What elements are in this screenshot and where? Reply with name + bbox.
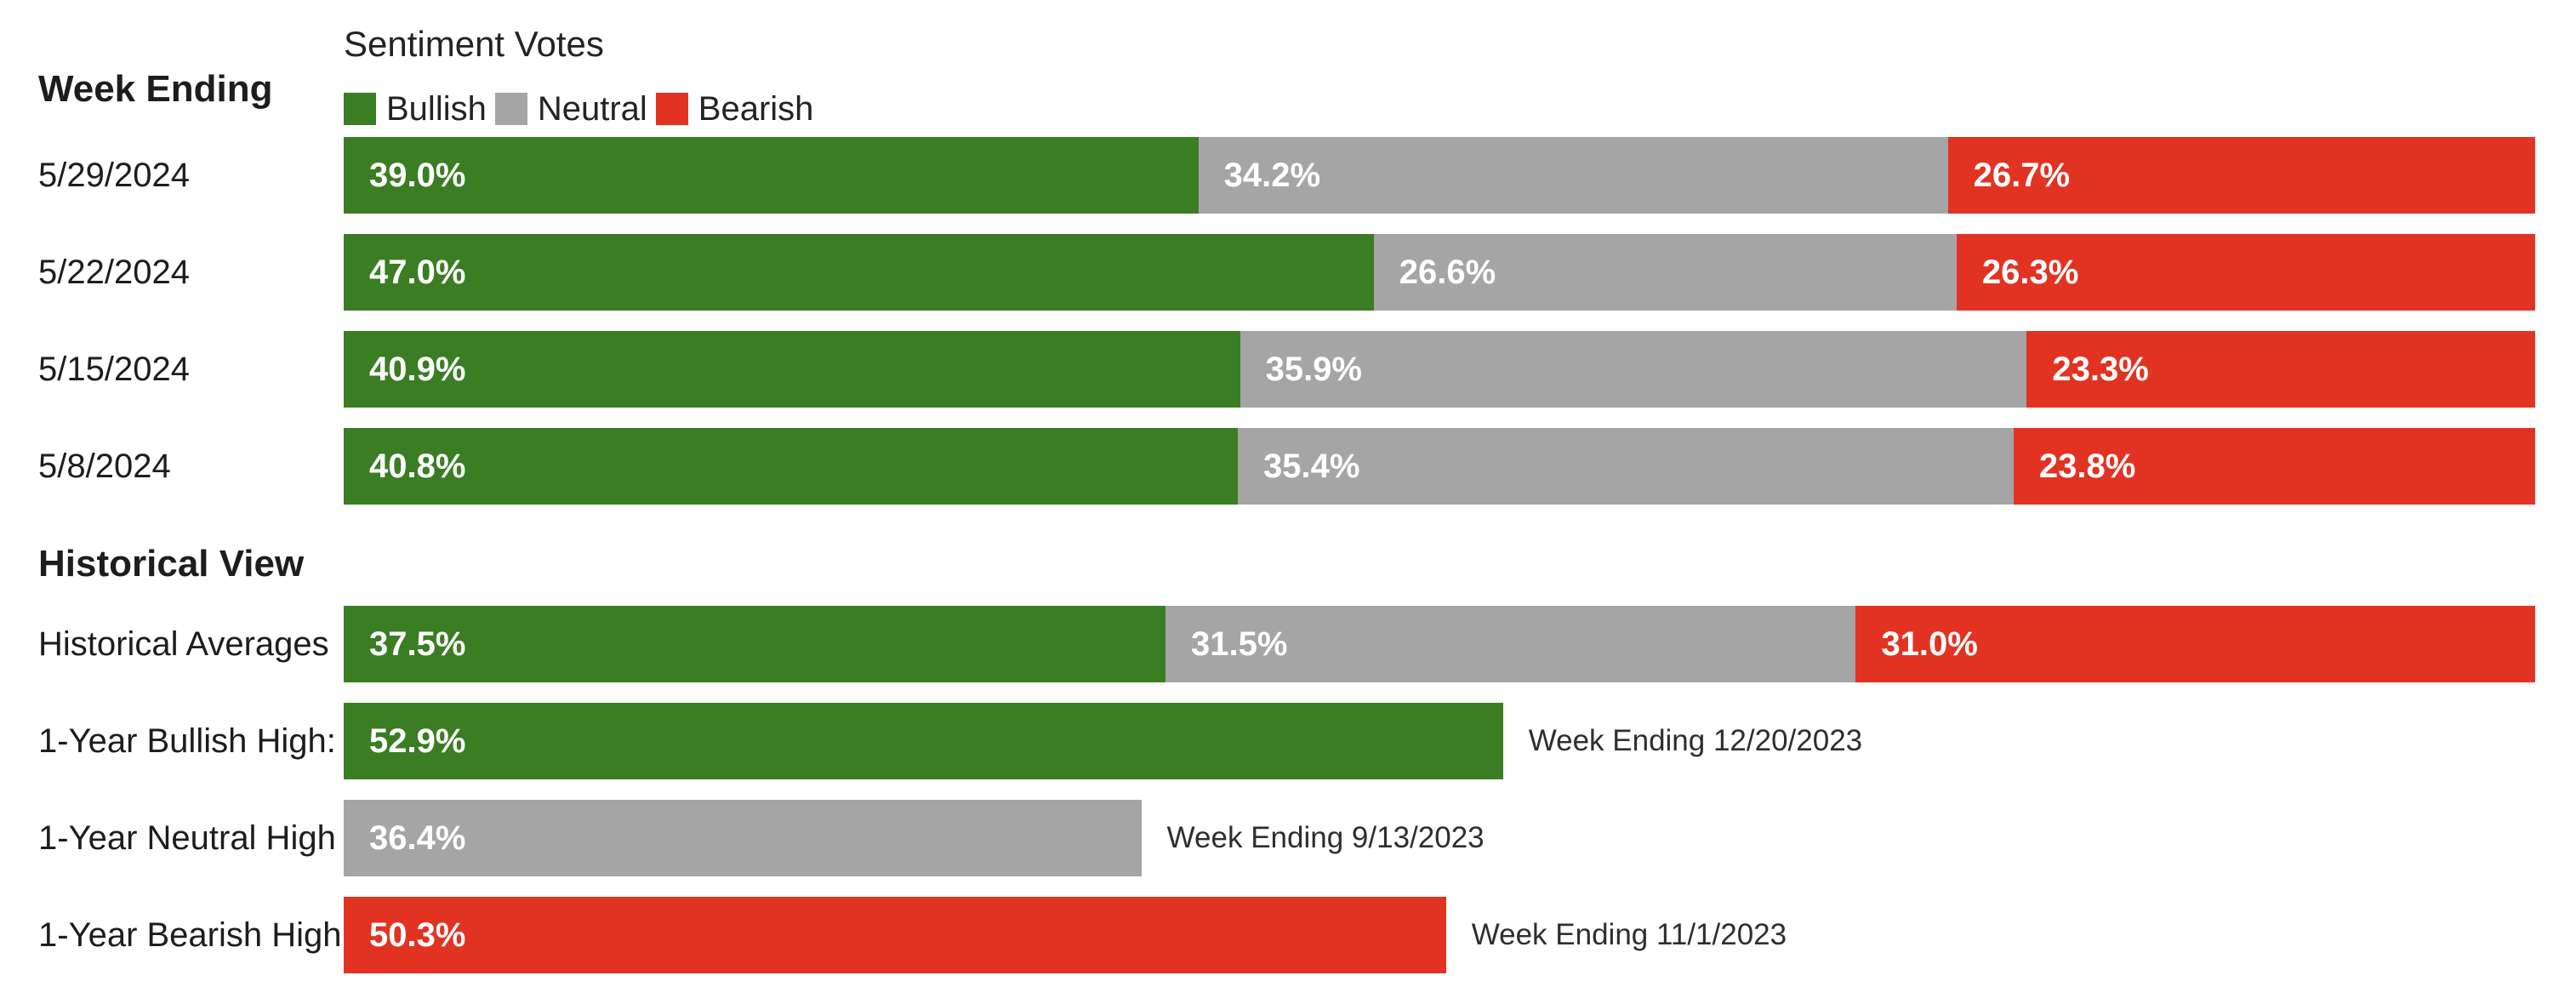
neutral-value-label: 34.2% xyxy=(1223,156,1321,194)
neutral-value-label: 36.4% xyxy=(369,819,466,857)
stacked-bar: 39.0% 34.2% 26.7% xyxy=(344,137,2535,214)
neutral-value-label: 35.9% xyxy=(1265,350,1362,388)
historical-averages-row: Historical Averages 37.5% 31.5% 31.0% xyxy=(0,606,2576,682)
neutral-segment: 35.9% xyxy=(1240,331,2027,408)
stacked-bar: 40.8% 35.4% 23.8% xyxy=(344,428,2535,505)
week-ending-header: Week Ending xyxy=(38,68,273,110)
bearish-value-label: 50.3% xyxy=(369,916,466,954)
bearish-segment: 23.8% xyxy=(2013,428,2535,505)
legend-swatch-bullish-icon xyxy=(344,93,376,125)
legend: Bullish Neutral Bearish xyxy=(344,89,822,128)
neutral-value-label: 26.6% xyxy=(1399,253,1496,291)
bearish-segment: 23.3% xyxy=(2026,331,2535,408)
week-date-label: 5/8/2024 xyxy=(38,447,171,485)
bearish-value-label: 26.7% xyxy=(1973,156,2071,194)
weekly-row: 5/8/2024 40.8% 35.4% 23.8% xyxy=(0,428,2576,505)
bearish-segment: 31.0% xyxy=(1855,606,2535,682)
historical-view-header: Historical View xyxy=(38,543,305,585)
bullish-value-label: 47.0% xyxy=(369,253,466,291)
legend-swatch-bearish-icon xyxy=(655,93,688,125)
chart-title: Sentiment Votes xyxy=(344,24,604,64)
neutral-high-label: 1-Year Neutral High xyxy=(38,819,336,857)
bearish-segment: 26.7% xyxy=(1947,137,2535,214)
bullish-segment: 37.5% xyxy=(344,606,1165,682)
weekly-row: 5/29/2024 39.0% 34.2% 26.7% xyxy=(0,137,2576,214)
bearish-value-label: 26.3% xyxy=(1981,253,2079,291)
weekly-row: 5/15/2024 40.9% 35.9% 23.3% xyxy=(0,331,2576,408)
bearish-high-row: 1-Year Bearish High 50.3% Week Ending 11… xyxy=(0,897,2576,973)
neutral-segment: 26.6% xyxy=(1373,234,1957,311)
bullish-segment: 47.0% xyxy=(344,234,1374,311)
stacked-bar: 37.5% 31.5% 31.0% xyxy=(344,606,2535,682)
legend-label-neutral: Neutral xyxy=(537,89,647,128)
bullish-high-annotation: Week Ending 12/20/2023 xyxy=(1528,724,1863,757)
single-bar: 52.9% Week Ending 12/20/2023 xyxy=(344,703,2535,779)
historical-averages-label: Historical Averages xyxy=(38,625,329,663)
neutral-value-label: 31.5% xyxy=(1191,625,1288,663)
bearish-value-label: 23.8% xyxy=(2038,447,2136,485)
bearish-segment: 26.3% xyxy=(1956,234,2535,311)
neutral-high-annotation: Week Ending 9/13/2023 xyxy=(1166,821,1485,854)
week-date-label: 5/29/2024 xyxy=(38,156,190,194)
bullish-segment: 40.9% xyxy=(344,331,1240,408)
bullish-segment: 52.9% xyxy=(344,703,1503,779)
neutral-segment: 34.2% xyxy=(1198,137,1948,214)
bullish-value-label: 40.8% xyxy=(369,447,466,485)
bullish-high-row: 1-Year Bullish High: 52.9% Week Ending 1… xyxy=(0,703,2576,779)
neutral-value-label: 35.4% xyxy=(1263,447,1360,485)
bullish-segment: 39.0% xyxy=(344,137,1199,214)
bullish-value-label: 39.0% xyxy=(369,156,466,194)
bearish-value-label: 23.3% xyxy=(2052,350,2149,388)
bullish-high-label: 1-Year Bullish High: xyxy=(38,722,336,760)
bearish-high-annotation: Week Ending 11/1/2023 xyxy=(1471,918,1787,951)
bullish-value-label: 40.9% xyxy=(369,350,466,388)
neutral-segment: 36.4% xyxy=(344,800,1142,876)
bearish-high-label: 1-Year Bearish High xyxy=(38,916,342,954)
bearish-segment: 50.3% xyxy=(344,897,1446,973)
week-date-label: 5/22/2024 xyxy=(38,253,190,291)
bullish-value-label: 52.9% xyxy=(369,722,466,760)
neutral-high-row: 1-Year Neutral High 36.4% Week Ending 9/… xyxy=(0,800,2576,876)
bearish-value-label: 31.0% xyxy=(1881,625,1978,663)
single-bar: 36.4% Week Ending 9/13/2023 xyxy=(344,800,2535,876)
legend-swatch-neutral-icon xyxy=(494,93,527,125)
bullish-value-label: 37.5% xyxy=(369,625,466,663)
legend-label-bullish: Bullish xyxy=(386,89,487,128)
legend-label-bearish: Bearish xyxy=(698,89,814,128)
stacked-bar: 47.0% 26.6% 26.3% xyxy=(344,234,2535,311)
neutral-segment: 31.5% xyxy=(1165,606,1856,682)
week-date-label: 5/15/2024 xyxy=(38,350,190,388)
stacked-bar: 40.9% 35.9% 23.3% xyxy=(344,331,2535,408)
single-bar: 50.3% Week Ending 11/1/2023 xyxy=(344,897,2535,973)
bullish-segment: 40.8% xyxy=(344,428,1238,505)
weekly-row: 5/22/2024 47.0% 26.6% 26.3% xyxy=(0,234,2576,311)
neutral-segment: 35.4% xyxy=(1238,428,2014,505)
